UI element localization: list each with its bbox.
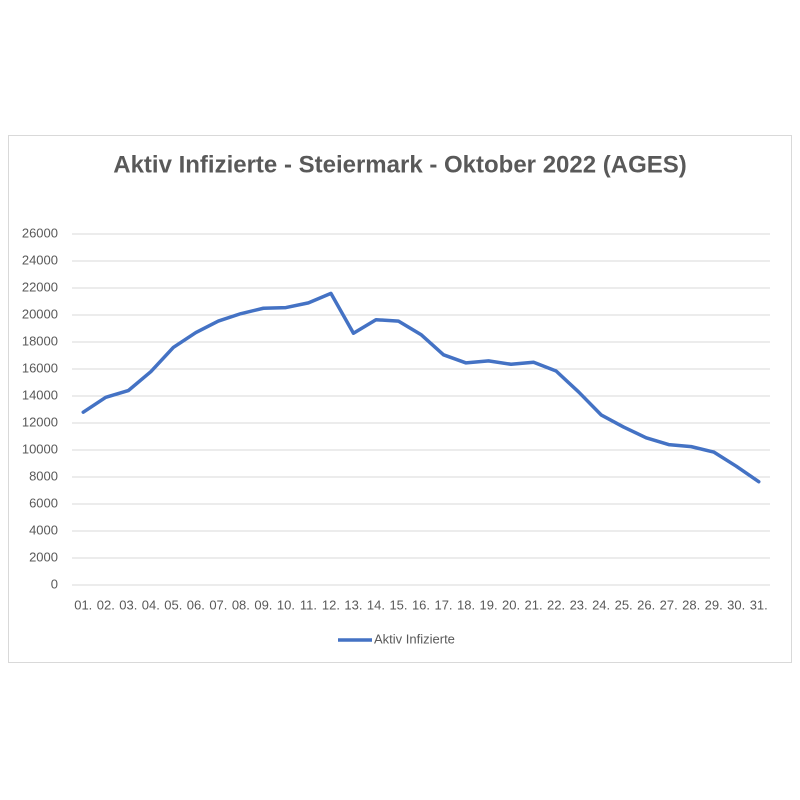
x-tick-label: 16. xyxy=(412,597,430,612)
x-tick-label: 06. xyxy=(187,597,205,612)
x-tick-label: 02. xyxy=(97,597,115,612)
y-tick-label: 6000 xyxy=(29,495,58,510)
y-tick-label: 16000 xyxy=(22,360,58,375)
x-tick-label: 27. xyxy=(660,597,678,612)
x-tick-label: 09. xyxy=(254,597,272,612)
data-line xyxy=(81,291,761,484)
x-tick-label: 07. xyxy=(209,597,227,612)
x-tick-label: 18. xyxy=(457,597,475,612)
y-tick-label: 0 xyxy=(51,576,58,591)
y-tick-label: 26000 xyxy=(22,225,58,240)
chart-title: Aktiv Infizierte - Steiermark - Oktober … xyxy=(113,151,687,178)
x-tick-label: 01. xyxy=(74,597,92,612)
y-tick-label: 4000 xyxy=(29,522,58,537)
y-tick-label: 8000 xyxy=(29,468,58,483)
x-tick-label: 20. xyxy=(502,597,520,612)
x-tick-label: 30. xyxy=(727,597,745,612)
x-tick-label: 11. xyxy=(300,597,317,612)
x-tick-label: 08. xyxy=(232,597,250,612)
x-tick-label: 17. xyxy=(434,597,452,612)
x-tick-label: 03. xyxy=(119,597,137,612)
x-tick-label: 04. xyxy=(142,597,160,612)
x-tick-label: 26. xyxy=(637,597,655,612)
y-tick-label: 20000 xyxy=(22,306,58,321)
x-tick-label: 22. xyxy=(547,597,565,612)
x-tick-label: 28. xyxy=(682,597,700,612)
y-tick-label: 2000 xyxy=(29,549,58,564)
x-tick-label: 14. xyxy=(367,597,385,612)
x-tick-label: 24. xyxy=(592,597,610,612)
x-tick-label: 05. xyxy=(164,597,182,612)
x-tick-label: 15. xyxy=(389,597,407,612)
x-tick-label: 10. xyxy=(277,597,295,612)
x-tick-label: 13. xyxy=(344,597,362,612)
y-tick-label: 22000 xyxy=(22,279,58,294)
x-tick-label: 12. xyxy=(322,597,340,612)
legend-label: Aktiv Infizierte xyxy=(374,631,455,646)
y-tick-label: 18000 xyxy=(22,333,58,348)
x-tick-label: 19. xyxy=(480,597,498,612)
x-tick-label: 21. xyxy=(525,597,543,612)
x-tick-label: 25. xyxy=(615,597,633,612)
y-tick-label: 12000 xyxy=(22,414,58,429)
chart-frame xyxy=(8,135,792,663)
x-tick-label: 29. xyxy=(705,597,723,612)
y-tick-label: 14000 xyxy=(22,387,58,402)
y-tick-label: 10000 xyxy=(22,441,58,456)
x-tick-label: 31. xyxy=(750,597,768,612)
y-tick-label: 24000 xyxy=(22,252,58,267)
x-tick-label: 23. xyxy=(570,597,588,612)
